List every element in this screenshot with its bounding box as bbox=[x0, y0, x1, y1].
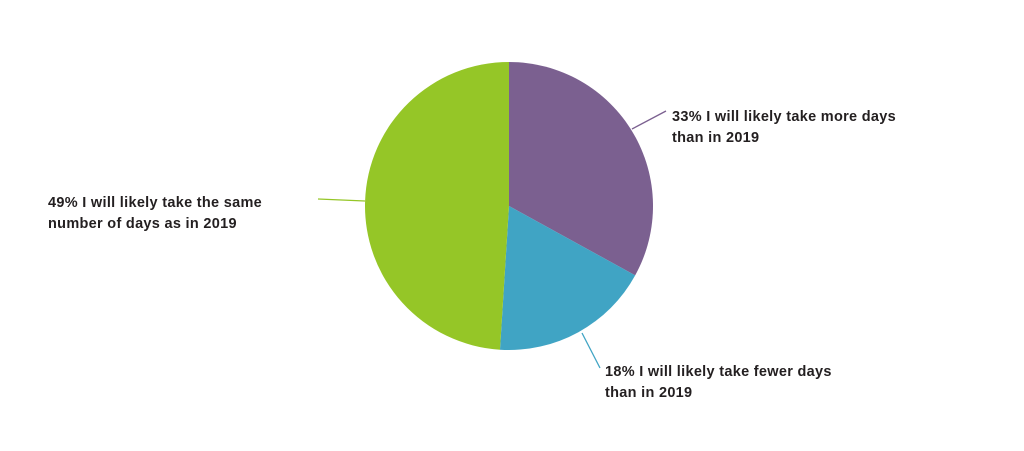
leader-line-more-days bbox=[631, 110, 667, 130]
label-more-days-line2: than in 2019 bbox=[672, 130, 759, 146]
label-fewer-days: 18% I will likely take fewer days than i… bbox=[605, 364, 836, 401]
label-fewer-days-line1: 18% I will likely take fewer days bbox=[605, 364, 832, 380]
pie-slice-fewer-days bbox=[499, 206, 636, 350]
label-more-days-line1: 33% I will likely take more days bbox=[672, 109, 896, 125]
pie-slice-same-days bbox=[364, 62, 509, 350]
label-same-days-line2: number of days as in 2019 bbox=[48, 216, 237, 232]
leader-line-same-days bbox=[317, 198, 366, 202]
pie-slice-more-days bbox=[509, 62, 654, 276]
leader-line-fewer-days bbox=[581, 332, 601, 369]
label-same-days-line1: 49% I will likely take the same bbox=[48, 195, 262, 211]
pie-slices bbox=[364, 62, 654, 350]
label-more-days: 33% I will likely take more days than in… bbox=[672, 109, 900, 146]
label-fewer-days-line2: than in 2019 bbox=[605, 385, 692, 401]
label-same-days: 49% I will likely take the same number o… bbox=[48, 195, 266, 232]
